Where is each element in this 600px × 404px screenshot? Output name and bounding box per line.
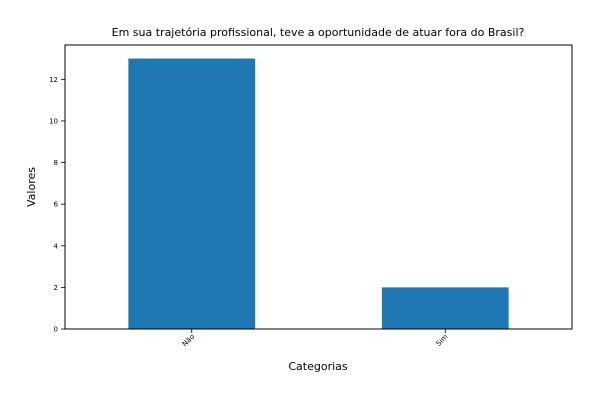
bar-0 xyxy=(128,58,256,330)
y-tick-label: 8 xyxy=(54,159,58,167)
y-tick-label: 0 xyxy=(54,326,58,334)
x-axis-label: Categorias xyxy=(288,360,348,373)
y-tick-label: 6 xyxy=(54,201,59,209)
y-tick-label: 4 xyxy=(54,242,59,250)
y-tick-label: 2 xyxy=(54,284,58,292)
bar-1 xyxy=(381,287,509,329)
bars-layer xyxy=(128,58,509,330)
y-tick-label: 12 xyxy=(49,76,58,84)
x-tick-label: Sim xyxy=(435,333,450,348)
plot-area-frame xyxy=(64,44,573,330)
y-axis-ticks: 0 2 4 6 8 10 12 xyxy=(49,76,65,334)
y-tick-label: 10 xyxy=(49,117,58,125)
x-tick-label: Não xyxy=(181,333,196,348)
y-axis-label: Valores xyxy=(25,167,38,207)
chart-title: Em sua trajetória profissional, teve a o… xyxy=(112,26,525,39)
x-axis-ticks: Não Sim xyxy=(181,329,450,348)
